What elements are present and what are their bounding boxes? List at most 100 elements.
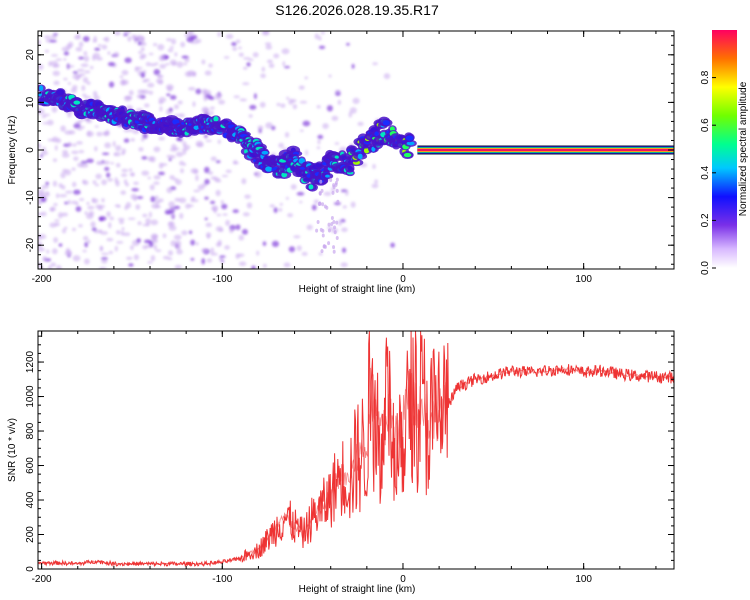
spectrogram-tail-blob: [332, 219, 336, 224]
spectrogram-tail-blob: [335, 188, 339, 193]
spectrogram-noise-blob: [154, 62, 159, 66]
spectrogram-noise-blob: [39, 154, 44, 158]
spectrogram-track-core: [265, 166, 273, 172]
spectrogram-noise-blob: [322, 123, 329, 129]
spectrogram-noise-blob: [121, 151, 125, 156]
spectrogram-noise-blob: [124, 95, 132, 102]
spectrogram-noise-blob: [95, 173, 102, 180]
spectrogram-noise-blob: [159, 63, 167, 69]
spectrogram-noise-blob: [204, 196, 209, 200]
spectrogram-noise-blob: [149, 63, 157, 67]
snr-y-tick-label: 1000: [25, 385, 36, 408]
spectrogram-noise-blob: [346, 42, 350, 46]
spectrogram-noise-blob: [129, 245, 134, 251]
spectrogram-noise-blob: [40, 211, 47, 217]
spectrogram-noise-blob: [78, 119, 83, 124]
spectrogram-noise-blob: [148, 240, 154, 247]
spectrogram-noise-blob: [182, 149, 187, 155]
spectrogram-noise-blob: [153, 69, 161, 76]
spectrogram-noise-blob: [181, 148, 189, 151]
spectrogram-y-label: Frequency (Hz): [7, 116, 18, 185]
spectrogram-noise-blob: [209, 106, 215, 110]
spectrogram-noise-blob: [84, 70, 91, 74]
spectrogram-noise-blob: [62, 149, 69, 154]
spectrogram-noise-blob: [224, 245, 230, 250]
spectrogram-noise-blob: [100, 257, 108, 261]
spectrogram-noise-blob: [217, 239, 222, 246]
spectrogram-noise-blob: [145, 218, 151, 224]
spectrogram-noise-blob: [145, 62, 151, 67]
spectrogram-noise-blob: [299, 200, 303, 204]
spectrogram-noise-blob: [73, 143, 77, 147]
spectrogram-noise-blob: [86, 158, 94, 164]
spectrogram-noise-blob: [174, 52, 178, 57]
spectrogram-noise-blob: [293, 235, 301, 239]
spectrogram-noise-blob: [261, 66, 266, 72]
spectrogram-noise-blob: [169, 175, 175, 180]
spectrogram-noise-blob: [171, 38, 177, 45]
spectrogram-noise-blob: [50, 262, 57, 267]
spectrogram-noise: [38, 31, 395, 269]
spectrogram-noise-blob: [158, 96, 167, 103]
spectrogram-noise-blob: [78, 149, 85, 154]
spectrogram-tail-blob: [320, 188, 324, 193]
spectrogram-noise-blob: [88, 210, 95, 217]
spectrogram-noise-blob: [218, 228, 224, 233]
spectrogram-noise-blob: [63, 51, 70, 56]
spectrogram-noise-blob: [175, 151, 184, 157]
spectrogram-noise-blob: [182, 141, 187, 148]
spectrogram-noise-blob: [299, 100, 308, 104]
spectrogram-noise-blob: [241, 178, 247, 185]
spectrogram-noise-blob: [157, 44, 165, 51]
spectrogram-noise-blob: [201, 248, 209, 253]
spectrogram-noise-blob: [168, 201, 175, 208]
spectrogram-noise-blob: [337, 99, 342, 105]
spectrogram-y-tick-label: 10: [25, 96, 36, 108]
spectrogram-noise-blob: [118, 220, 125, 225]
spectrogram-noise-blob: [286, 96, 290, 100]
snr-y-tick-label: 200: [25, 526, 36, 543]
spectrogram-tail-blob: [320, 249, 324, 254]
spectrogram-noise-blob: [172, 147, 180, 151]
colorbar-tick-label: 0.2: [700, 213, 711, 227]
spectrogram-noise-blob: [70, 88, 77, 94]
spectrogram-noise-blob: [283, 65, 291, 69]
spectrogram-noise-blob: [98, 217, 104, 222]
spectrogram-tail-blob: [336, 199, 340, 204]
spectrogram-noise-blob: [142, 132, 148, 140]
spectrogram-tail-blob: [316, 219, 320, 224]
spectrogram-noise-blob: [154, 195, 159, 200]
spectrogram-noise-blob: [204, 166, 210, 174]
spectrogram-noise-blob: [265, 122, 273, 129]
spectrogram-tail-blob: [329, 178, 333, 183]
snr-frame: [37, 330, 675, 570]
spectrogram-noise-blob: [96, 160, 103, 165]
spectrogram-noise-blob: [169, 59, 177, 66]
spectrogram-noise-blob: [42, 113, 51, 117]
spectrogram-noise-blob: [238, 261, 247, 267]
spectrogram-noise-blob: [331, 115, 339, 121]
spectrogram-noise-blob: [53, 203, 58, 207]
spectrogram-noise-blob: [80, 160, 88, 164]
spectrogram-noise-blob: [204, 134, 208, 139]
spectrogram-noise-blob: [94, 125, 99, 128]
spectrogram-noise-blob: [121, 69, 129, 76]
spectrogram-noise-blob: [77, 127, 83, 131]
spectrogram-noise-blob: [115, 162, 121, 168]
spectrogram-y-tick-label: -10: [25, 190, 36, 205]
spectrogram-noise-blob: [242, 82, 250, 86]
spectrogram-x-tick-label: 100: [575, 274, 592, 285]
spectrogram-noise-blob: [281, 48, 290, 55]
spectrogram-noise-blob: [136, 238, 141, 243]
spectrogram-noise-blob: [137, 221, 142, 226]
spectrogram-noise-blob: [110, 162, 114, 165]
spectrogram-noise-blob: [225, 34, 234, 39]
spectrogram-tail-blob: [321, 202, 325, 207]
spectrogram-noise-blob: [162, 255, 170, 260]
spectrogram-noise-blob: [301, 251, 308, 256]
spectrogram-noise-blob: [374, 179, 379, 184]
spectrogram-noise-blob: [139, 54, 145, 60]
spectrogram-noise-blob: [184, 71, 193, 77]
spectrogram-noise-blob: [116, 240, 124, 244]
spectrogram-noise-blob: [205, 139, 212, 143]
